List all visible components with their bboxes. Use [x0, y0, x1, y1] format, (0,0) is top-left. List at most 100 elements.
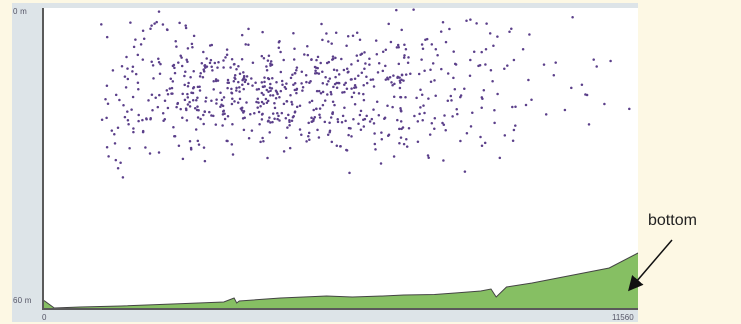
scatter-point	[192, 86, 196, 89]
scatter-point	[472, 50, 476, 53]
scatter-point	[333, 103, 336, 107]
scatter-point	[405, 145, 409, 148]
scatter-point	[442, 123, 446, 127]
scatter-point	[205, 57, 208, 60]
scatter-point	[368, 57, 371, 61]
scatter-point	[340, 120, 344, 124]
scatter-point	[587, 123, 591, 126]
scatter-point	[193, 106, 197, 110]
scatter-point	[288, 123, 291, 127]
scatter-point	[257, 101, 260, 104]
scatter-point	[153, 22, 156, 25]
scatter-point	[123, 115, 127, 119]
scatter-point	[175, 105, 178, 109]
scatter-point	[492, 44, 495, 48]
scatter-point	[398, 127, 401, 131]
scatter-point	[192, 70, 195, 73]
scatter-point	[264, 97, 268, 101]
scatter-point	[483, 141, 487, 145]
scatter-point	[242, 87, 245, 91]
scatter-point	[295, 91, 298, 95]
scatter-point	[316, 128, 319, 132]
scatter-point	[396, 43, 400, 47]
scatter-point	[105, 84, 109, 88]
scatter-point	[480, 144, 484, 148]
scatter-point	[496, 35, 499, 38]
scatter-point	[221, 113, 225, 116]
scatter-point	[196, 105, 199, 108]
scatter-point	[330, 92, 333, 96]
scatter-point	[185, 119, 189, 122]
scatter-point	[203, 63, 207, 67]
scatter-point	[508, 30, 511, 34]
scatter-point	[196, 116, 200, 119]
scatter-point	[341, 91, 344, 94]
scatter-point	[512, 128, 516, 132]
scatter-point	[377, 114, 381, 117]
scatter-point	[215, 102, 218, 105]
scatter-point	[129, 21, 132, 24]
scatter-point	[503, 134, 507, 137]
scatter-point	[332, 68, 336, 72]
scatter-point	[451, 115, 454, 118]
scatter-point	[326, 133, 330, 136]
scatter-point	[544, 113, 548, 116]
scatter-point	[105, 146, 109, 149]
scatter-point	[442, 159, 445, 162]
scatter-point	[317, 89, 321, 93]
scatter-point	[584, 93, 587, 96]
scatter-point	[471, 111, 474, 114]
scatter-point	[192, 34, 196, 38]
scatter-point	[431, 62, 435, 65]
scatter-point	[191, 45, 194, 49]
bottom-callout-label: bottom	[648, 212, 697, 229]
scatter-point	[313, 72, 317, 75]
scatter-point	[389, 40, 393, 44]
scatter-point	[171, 64, 175, 68]
scatter-point	[346, 35, 350, 38]
scatter-point	[524, 103, 528, 107]
scatter-point	[260, 113, 264, 116]
scatter-point	[362, 92, 365, 96]
scatter-point	[231, 123, 234, 126]
scatter-point	[246, 82, 250, 86]
scatter-point	[262, 139, 265, 143]
scatter-point	[315, 107, 318, 110]
scatter-point	[216, 66, 219, 69]
scatter-point	[325, 83, 329, 86]
scatter-point	[256, 106, 259, 109]
scatter-point	[113, 142, 117, 145]
scatter-point	[244, 43, 247, 46]
scatter-point	[289, 76, 293, 80]
scatter-point	[242, 76, 246, 79]
scatter-point	[298, 104, 302, 107]
scatter-point	[321, 38, 324, 42]
scatter-point	[261, 136, 264, 140]
scatter-point	[489, 68, 493, 72]
scatter-point	[349, 127, 352, 130]
scatter-point	[455, 107, 458, 111]
scatter-point	[211, 69, 214, 72]
scatter-point	[325, 61, 329, 65]
scatter-point	[232, 63, 236, 66]
y-axis-bottom-label: 60 m	[13, 296, 32, 305]
scatter-point	[384, 48, 388, 52]
scatter-point	[158, 72, 162, 75]
scatter-point	[444, 129, 447, 132]
scatter-point	[191, 91, 195, 95]
scatter-point	[230, 91, 233, 94]
scatter-point	[130, 108, 133, 111]
scatter-point	[259, 104, 262, 108]
scatter-point	[243, 80, 247, 84]
scatter-point	[398, 79, 402, 82]
scatter-point	[134, 38, 137, 41]
scatter-point	[166, 106, 170, 110]
scatter-point	[357, 122, 360, 126]
scatter-point	[400, 127, 403, 131]
scatter-point	[230, 143, 234, 146]
scatter-point	[277, 46, 281, 49]
scatter-point	[293, 111, 297, 114]
scatter-point	[274, 89, 278, 93]
scatter-point	[552, 73, 556, 77]
scatter-point	[220, 98, 224, 102]
